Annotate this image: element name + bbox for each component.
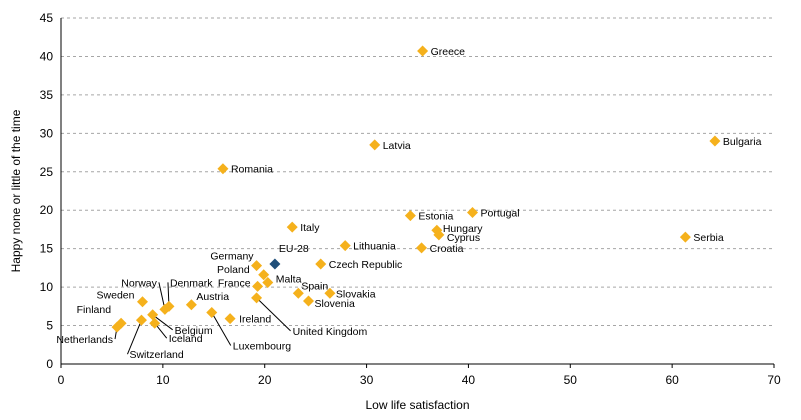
data-point xyxy=(369,139,381,151)
data-point xyxy=(111,321,123,333)
point-label: Iceland xyxy=(169,333,203,345)
point-label: Norway xyxy=(121,277,157,289)
y-tick-label: 45 xyxy=(40,11,54,25)
x-tick-label: 30 xyxy=(360,373,374,387)
point-label: Denmark xyxy=(170,277,213,289)
y-tick-label: 15 xyxy=(40,242,54,256)
point-label: Czech Republic xyxy=(329,259,403,271)
point-label: Lithuania xyxy=(353,241,396,253)
data-point xyxy=(258,269,270,281)
y-axis-title: Happy none or little of the time xyxy=(9,109,23,272)
leader-line xyxy=(256,297,291,332)
x-tick-label: 40 xyxy=(462,373,476,387)
point-label: Hungary xyxy=(443,223,483,235)
data-point xyxy=(324,287,336,299)
point-label: Greece xyxy=(431,46,466,58)
point-label: Austria xyxy=(196,291,229,303)
data-point xyxy=(709,135,721,147)
data-point xyxy=(217,163,229,175)
data-point xyxy=(206,306,218,318)
data-points xyxy=(111,45,721,333)
y-tick-label: 35 xyxy=(40,88,54,102)
x-tick-label: 20 xyxy=(258,373,272,387)
axes xyxy=(60,18,775,368)
data-point xyxy=(679,231,691,243)
x-tick-label: 10 xyxy=(156,373,170,387)
data-point xyxy=(135,314,147,326)
data-point xyxy=(416,242,428,254)
data-point xyxy=(315,258,327,270)
point-label: Malta xyxy=(276,273,302,285)
data-point xyxy=(136,296,148,308)
data-point xyxy=(433,229,445,241)
x-axis-title: Low life satisfaction xyxy=(365,398,469,412)
point-label: Switzerland xyxy=(129,349,183,361)
data-point xyxy=(262,276,274,288)
leader-line xyxy=(211,312,232,346)
x-tick-label: 60 xyxy=(665,373,679,387)
data-point xyxy=(251,292,263,304)
point-label: Netherlands xyxy=(56,334,113,346)
data-point xyxy=(286,221,298,233)
y-tick-label: 40 xyxy=(40,49,54,63)
x-tick-label: 0 xyxy=(58,373,65,387)
point-label: Estonia xyxy=(418,211,453,223)
data-point xyxy=(467,207,479,219)
data-point xyxy=(417,45,429,57)
point-label: Belgium xyxy=(175,325,213,337)
leader-line xyxy=(127,319,142,355)
data-point xyxy=(185,299,197,311)
data-point xyxy=(252,280,264,292)
point-labels: Greece Latvia Bulgaria Romania Estonia Portug… xyxy=(56,46,761,361)
gridlines xyxy=(61,17,774,327)
point-label: Cyprus xyxy=(447,232,480,244)
point-label: Portugal xyxy=(481,208,520,220)
tick-labels: 0 5 10 15 20 25 30 35 40 45 0 10 20 30 40 50 60 70 xyxy=(40,11,781,387)
point-label: Sweden xyxy=(97,290,135,302)
y-tick-label: 10 xyxy=(40,280,54,294)
data-point xyxy=(149,317,161,329)
data-point xyxy=(303,295,315,307)
data-point xyxy=(292,287,304,299)
data-point xyxy=(159,303,171,315)
point-label: Italy xyxy=(300,222,320,234)
point-label: Ireland xyxy=(239,314,271,326)
y-tick-label: 20 xyxy=(40,203,54,217)
point-label: Bulgaria xyxy=(723,136,762,148)
data-point xyxy=(269,258,281,270)
point-label: Finland xyxy=(77,304,112,316)
point-label: Croatia xyxy=(430,243,464,255)
point-label: Poland xyxy=(217,264,250,276)
point-label: Serbia xyxy=(693,232,724,244)
point-label: Germany xyxy=(210,251,254,263)
point-label: Slovakia xyxy=(336,288,376,300)
x-tick-label: 70 xyxy=(767,373,781,387)
data-point xyxy=(147,309,159,321)
data-point xyxy=(224,313,236,325)
y-tick-label: 5 xyxy=(46,319,53,333)
point-label: France xyxy=(218,277,251,289)
point-label: Slovenia xyxy=(315,298,355,310)
data-point xyxy=(404,210,416,222)
point-label: Luxembourg xyxy=(233,340,292,352)
leader-line xyxy=(152,314,173,331)
point-label: Spain xyxy=(301,280,328,292)
point-label: United Kingdom xyxy=(293,326,368,338)
data-point xyxy=(251,260,263,272)
point-label: Latvia xyxy=(383,140,411,152)
data-point xyxy=(339,240,351,252)
y-tick-label: 30 xyxy=(40,126,54,140)
point-label: EU-28 xyxy=(279,243,309,255)
y-tick-label: 0 xyxy=(46,357,53,371)
x-tick-label: 50 xyxy=(564,373,578,387)
point-label: Romania xyxy=(231,164,273,176)
y-tick-label: 25 xyxy=(40,165,54,179)
